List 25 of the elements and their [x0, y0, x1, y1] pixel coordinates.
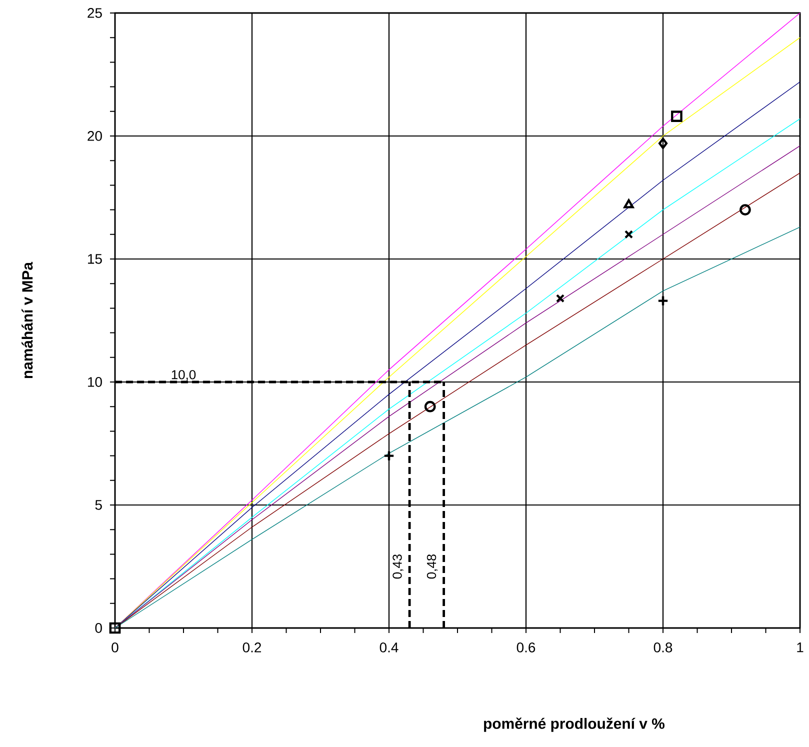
y-tick-label: 25	[88, 8, 102, 18]
point	[109, 622, 121, 634]
x-axis-title: poměrné prodloužení v %	[484, 718, 664, 732]
point	[424, 400, 436, 412]
x-tick-label: 0.2	[242, 642, 261, 652]
x-tick-label: 0.8	[654, 642, 672, 652]
point	[671, 110, 682, 122]
ref-line-label: 10,0	[172, 370, 196, 381]
y-tick-label: 15	[88, 254, 102, 264]
point	[556, 294, 565, 303]
x-tick-label: 0	[112, 642, 118, 652]
x-tick-label: 0.4	[380, 642, 398, 652]
point	[624, 230, 634, 239]
y-tick-label: 20	[88, 131, 102, 141]
x-tick-label: 0.6	[516, 642, 536, 652]
y-tick-label: 5	[95, 500, 102, 510]
ref-line-label: 0,48	[426, 554, 438, 579]
y-axis-title: namáhání v MPa	[22, 262, 33, 378]
y-tick-label: 0	[95, 623, 102, 633]
point	[740, 204, 751, 216]
ref-line-label: 0,43	[392, 554, 404, 579]
point	[624, 199, 634, 208]
point	[658, 138, 668, 150]
x-tick-label: 1	[797, 642, 804, 652]
y-tick-label: 10	[88, 377, 102, 387]
